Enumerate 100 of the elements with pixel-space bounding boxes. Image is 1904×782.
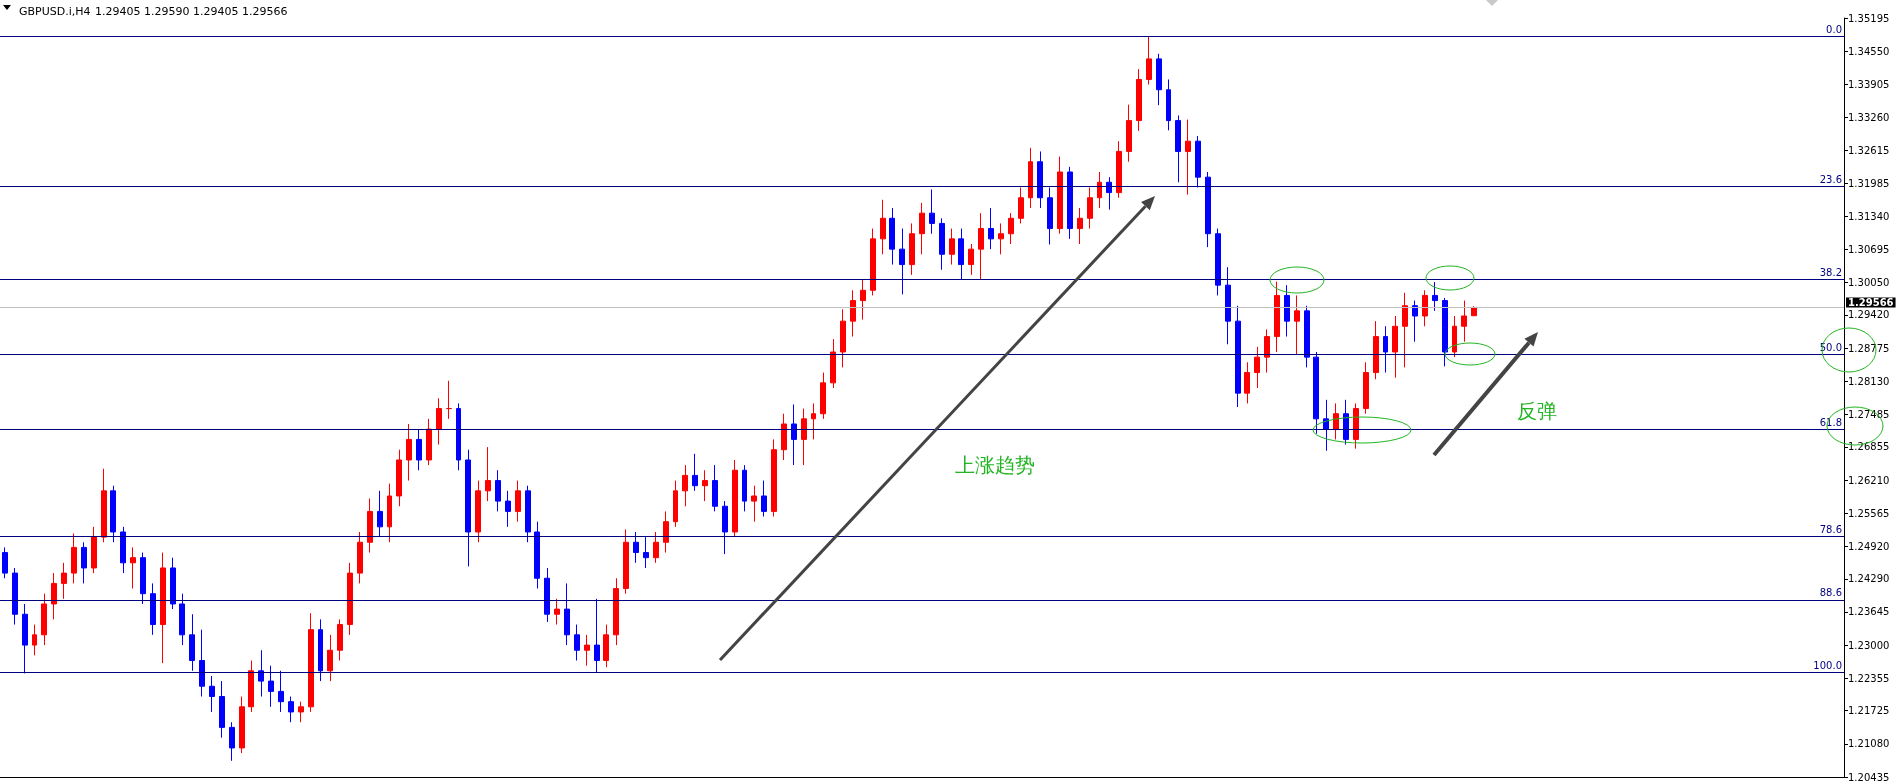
candlestick	[771, 438, 777, 518]
candlestick	[1225, 266, 1231, 345]
candlestick	[702, 469, 708, 502]
y-tick-label: 1.30050	[1848, 277, 1890, 289]
candlestick	[929, 188, 935, 235]
candlestick	[988, 207, 994, 250]
chart-title: GBPUSD.i,H4	[19, 5, 91, 18]
candlestick	[613, 577, 619, 646]
candlestick	[1294, 294, 1300, 355]
candlestick	[61, 562, 67, 600]
candlestick	[1383, 325, 1388, 374]
y-tick-label: 1.28130	[1848, 375, 1890, 387]
candlestick	[308, 612, 314, 713]
annotation: 反弹	[1517, 399, 1557, 423]
annotation: 88.6	[1819, 587, 1842, 599]
candlestick	[820, 372, 826, 420]
candlestick	[1402, 292, 1408, 368]
candlestick	[41, 593, 47, 646]
candlestick	[1047, 186, 1053, 246]
candlestick	[544, 567, 550, 623]
annotation: 38.2	[1819, 266, 1842, 278]
candlestick	[1333, 402, 1339, 440]
candlestick	[742, 464, 747, 512]
candlestick	[1028, 147, 1033, 209]
candlestick	[1274, 281, 1280, 353]
candlestick	[288, 696, 294, 723]
candlestick	[1097, 171, 1102, 209]
candlestick	[1363, 361, 1369, 415]
candlestick	[1264, 328, 1270, 374]
candlestick	[298, 701, 304, 723]
candlestick	[850, 289, 856, 338]
candlestick	[1185, 119, 1191, 196]
candlestick	[594, 598, 600, 673]
candlestick	[1116, 140, 1122, 199]
candlestick	[643, 536, 649, 569]
candlestick	[663, 510, 669, 554]
candlestick	[160, 552, 166, 664]
y-tick-label: 1.25565	[1848, 507, 1890, 519]
candlestick	[22, 603, 28, 674]
candlestick	[909, 222, 915, 276]
y-tick-label: 1.34550	[1848, 45, 1890, 57]
y-tick-label: 1.33905	[1848, 78, 1890, 90]
candlestick	[396, 449, 402, 507]
candlestick	[32, 624, 37, 656]
candlestick	[682, 464, 688, 507]
candlestick	[1126, 104, 1132, 163]
y-tick-label: 1.21080	[1848, 738, 1890, 750]
candlestick	[150, 582, 156, 636]
candlestick	[258, 649, 264, 698]
candlestick	[189, 613, 195, 672]
candlestick	[416, 428, 422, 471]
candlestick	[327, 634, 333, 682]
candlestick	[12, 567, 18, 626]
ref-line-label: 1.29566	[1848, 296, 1894, 308]
y-tick-label: 1.24290	[1848, 573, 1890, 585]
candlestick	[1461, 300, 1467, 343]
candlestick	[1037, 150, 1043, 209]
candlestick	[377, 490, 383, 538]
candlestick	[239, 696, 245, 754]
candlestick	[1166, 78, 1171, 131]
y-tick-label: 1.30695	[1848, 243, 1890, 255]
candlestick	[1077, 207, 1083, 245]
candlestick	[1284, 284, 1290, 338]
candlestick	[692, 453, 698, 492]
candlestick	[722, 500, 728, 555]
candlestick	[229, 721, 235, 762]
candlestick	[278, 670, 284, 713]
candlestick	[268, 665, 274, 708]
candlestick	[1146, 35, 1152, 86]
chart-subtitle: 1.29405 1.29590 1.29405 1.29566	[95, 5, 288, 18]
candlestick	[554, 598, 560, 626]
candlestick	[248, 660, 254, 713]
annotation: 0.0	[1826, 23, 1842, 35]
y-tick-label: 1.29420	[1848, 309, 1890, 321]
candlestick	[337, 618, 343, 662]
candlestick	[1442, 297, 1448, 367]
candlestick	[673, 480, 678, 528]
candlestick	[2, 546, 8, 579]
candlestick	[465, 449, 471, 567]
candlestick	[1175, 114, 1181, 183]
y-tick-label: 1.24920	[1848, 540, 1890, 552]
candlestick	[1106, 176, 1112, 211]
candlestick	[1018, 186, 1024, 224]
candlestick	[357, 531, 363, 584]
candlestick	[51, 572, 57, 620]
candlestick	[1343, 399, 1349, 446]
candlestick	[475, 480, 481, 543]
candlestick	[170, 557, 176, 610]
y-tick-label: 1.33260	[1848, 112, 1890, 123]
candlestick	[1373, 320, 1379, 380]
candlestick	[603, 624, 609, 668]
candlestick	[1432, 281, 1438, 312]
candlestick	[130, 546, 136, 590]
annotation: 78.6	[1819, 523, 1842, 535]
candlestick	[998, 222, 1004, 255]
candlestick	[71, 533, 77, 584]
candlestick	[505, 490, 511, 528]
candlestick	[347, 562, 353, 636]
annotation: 上涨趋势	[955, 453, 1035, 477]
candlestick	[199, 629, 205, 698]
